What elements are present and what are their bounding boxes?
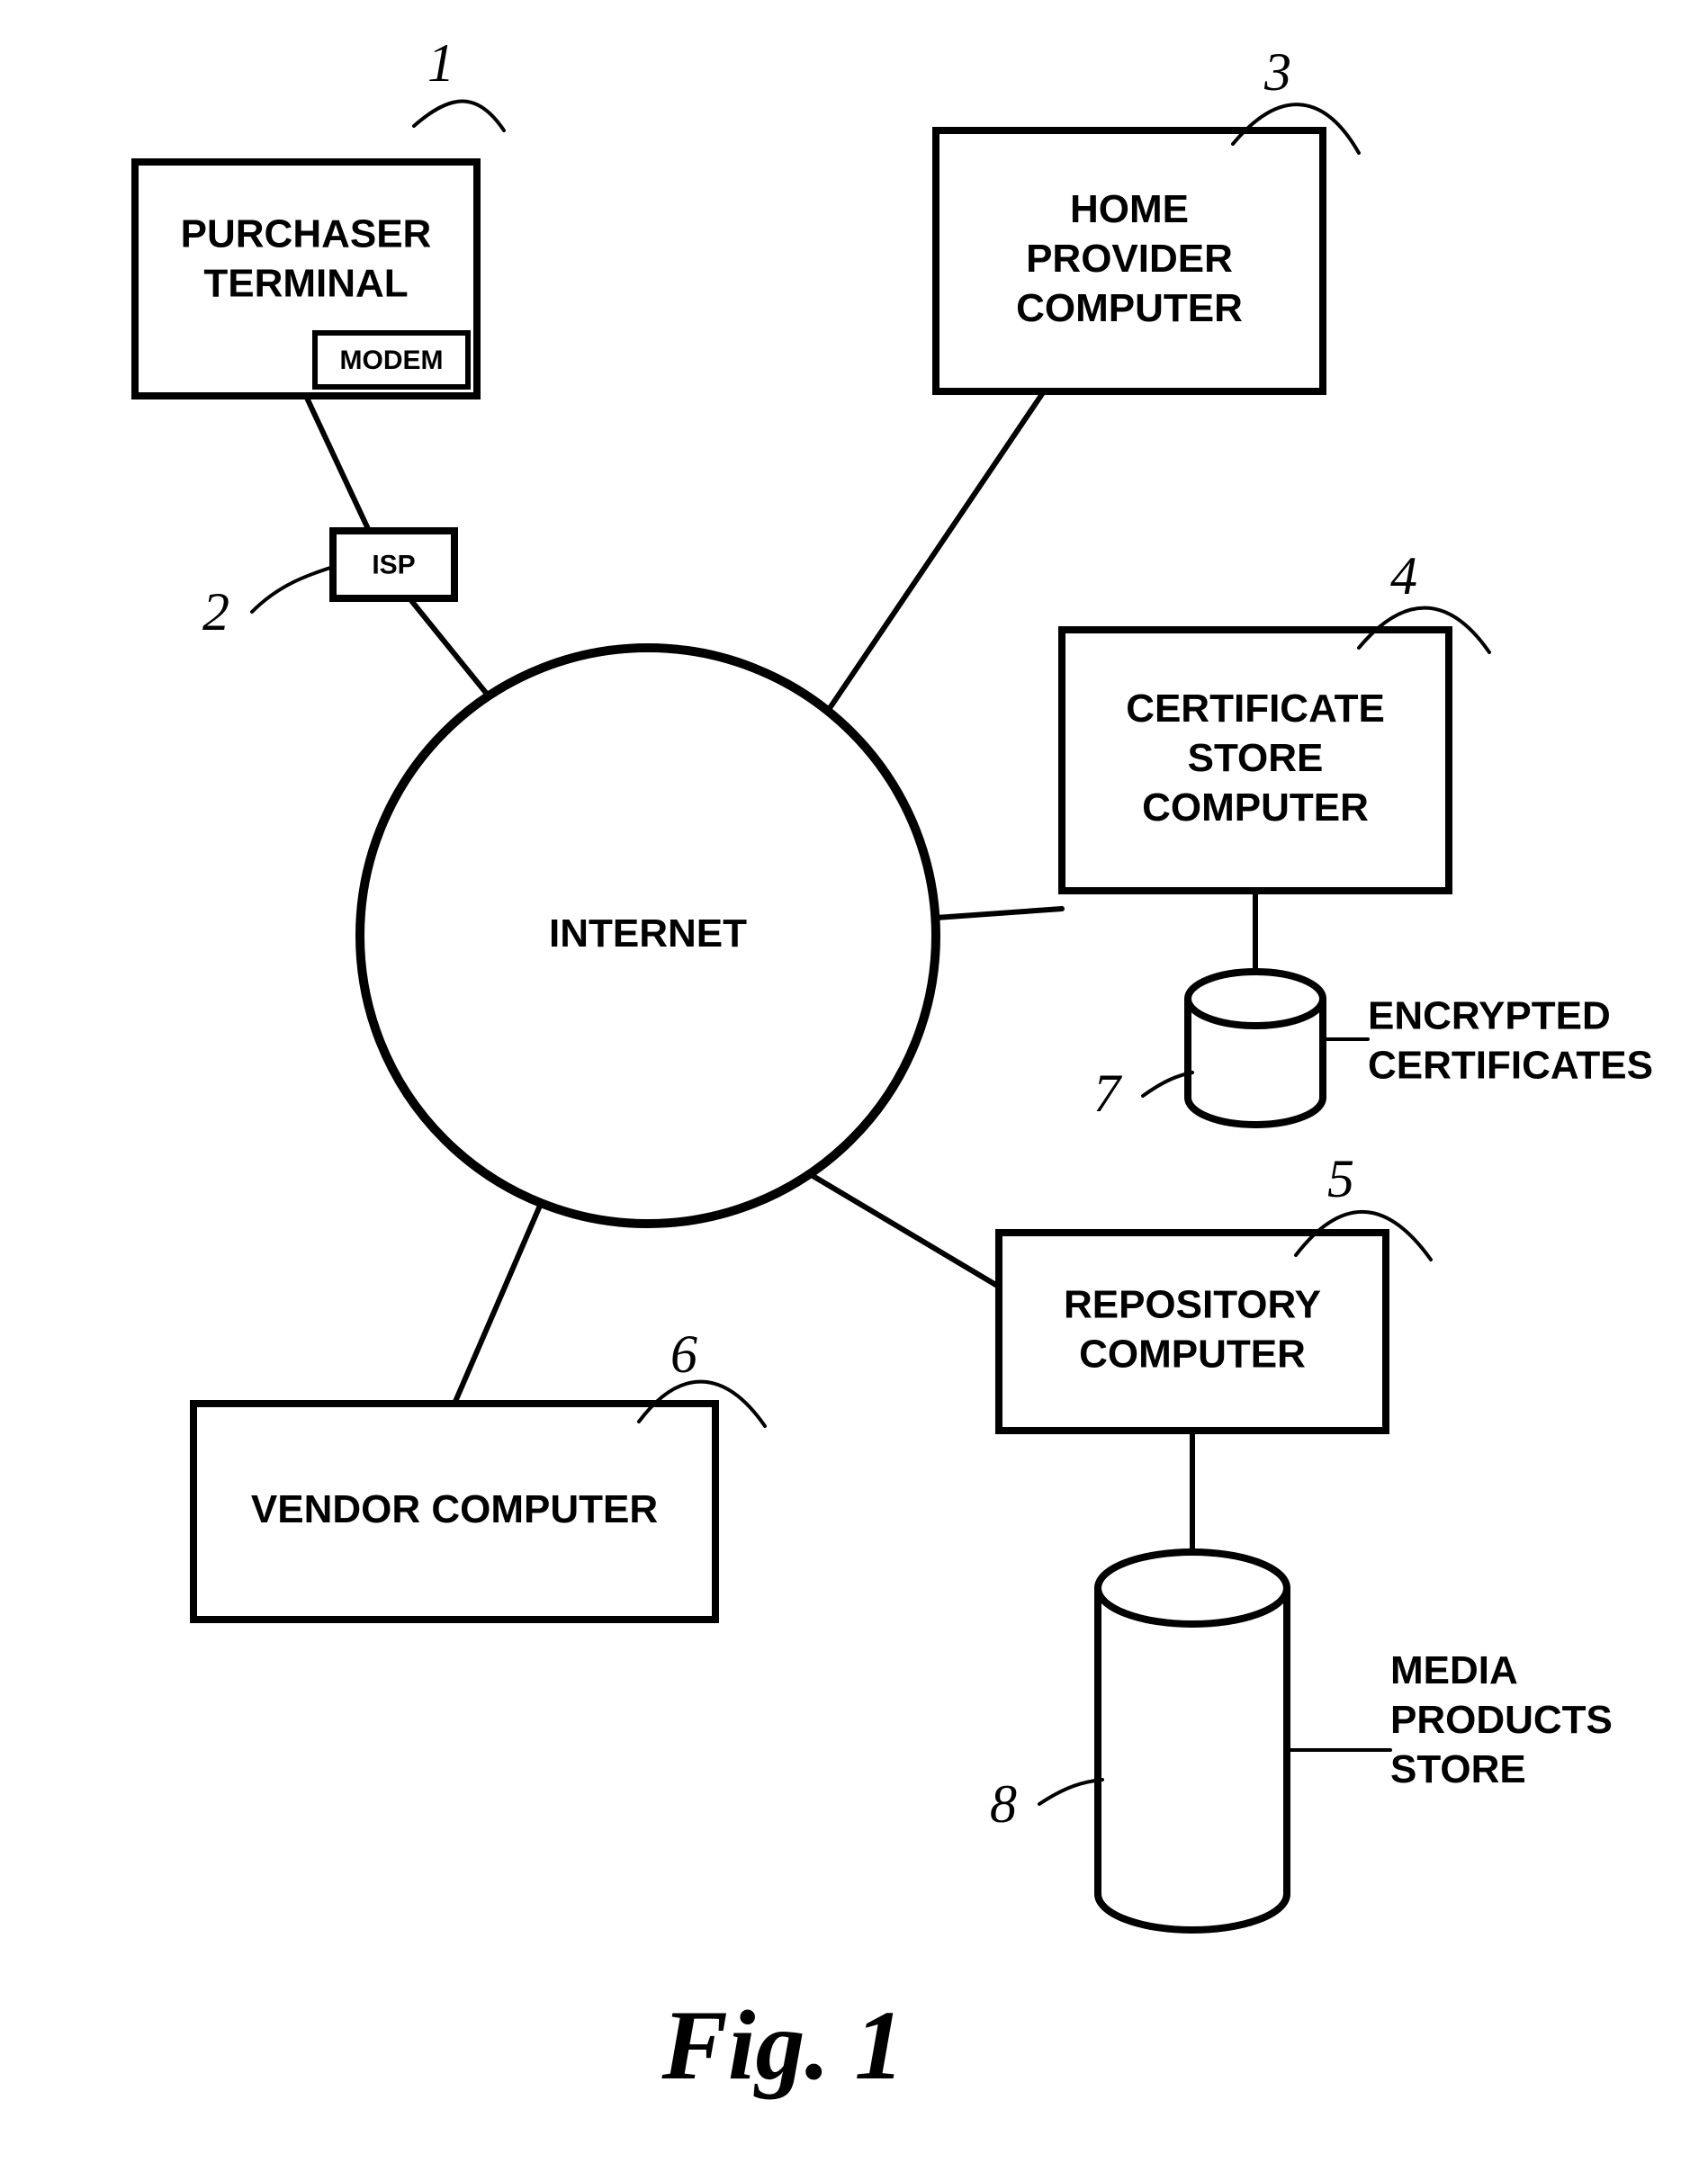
vendor-to-internet	[454, 1206, 540, 1404]
cert-to-internet	[936, 909, 1062, 918]
internet-label: INTERNET	[549, 911, 747, 956]
isp-label: ISP	[372, 550, 415, 579]
vendor-label: VENDOR COMPUTER	[251, 1487, 658, 1531]
modem-label: MODEM	[340, 346, 444, 375]
figure-caption: Fig. 1	[661, 1990, 904, 2100]
encrypted-certificates-db-top	[1188, 972, 1323, 1026]
media-products-label: MEDIAPRODUCTSSTORE	[1390, 1648, 1613, 1791]
ref-3-number: 3	[1263, 42, 1291, 102]
ref-2-leader	[252, 567, 333, 612]
home-to-internet	[828, 391, 1044, 711]
isp-to-internet	[409, 598, 486, 693]
ref-1-number: 1	[427, 33, 454, 93]
ref-7-number: 7	[1093, 1064, 1123, 1123]
repo-to-internet	[810, 1174, 999, 1287]
ref-8-number: 8	[990, 1774, 1017, 1834]
ref-2-number: 2	[202, 582, 229, 642]
encrypted-certificates-label: ENCRYPTEDCERTIFICATES	[1368, 993, 1653, 1087]
ref-5-number: 5	[1327, 1149, 1354, 1208]
network-diagram: INTERNETPURCHASERTERMINALMODEM1ISP2HOMEP…	[0, 0, 1708, 2163]
ref-4-number: 4	[1390, 546, 1417, 606]
media-products-db-top	[1098, 1552, 1287, 1624]
ref-8-leader	[1039, 1780, 1102, 1804]
ref-1-leader	[414, 102, 504, 131]
ref-6-number: 6	[670, 1324, 697, 1384]
purchaser-to-isp	[306, 396, 369, 531]
